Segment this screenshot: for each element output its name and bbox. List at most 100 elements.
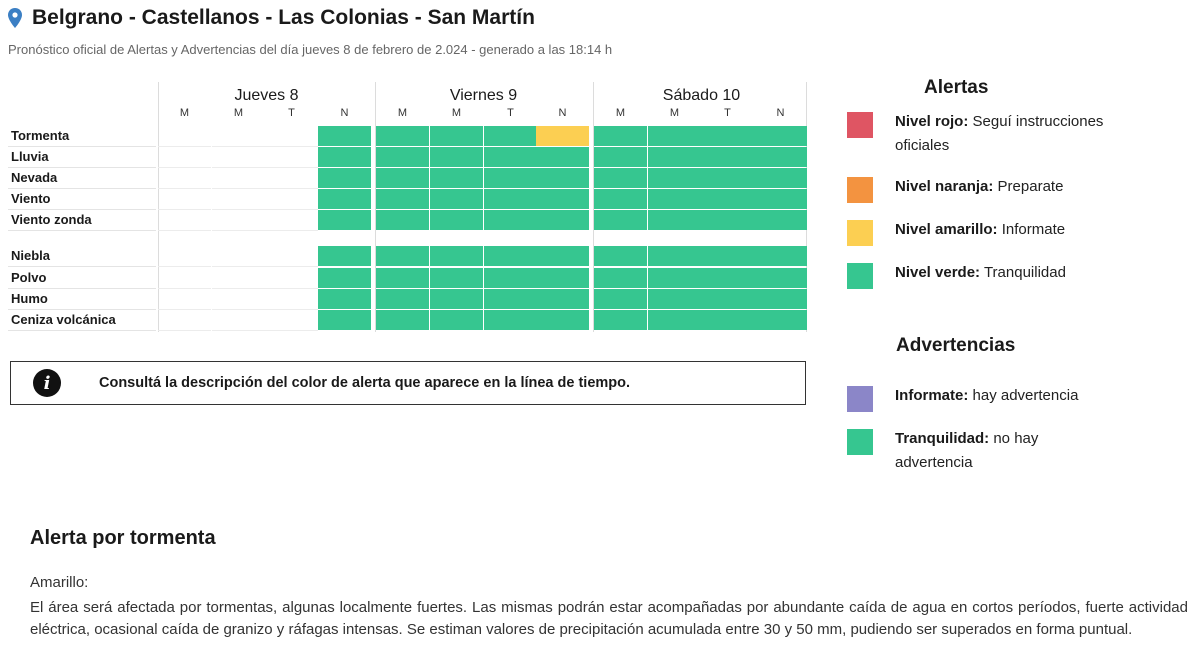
timeline-cell-green xyxy=(648,147,701,167)
period-label: M xyxy=(669,107,680,119)
row-divider xyxy=(8,288,156,289)
timeline-cell-green xyxy=(536,310,589,330)
row-divider xyxy=(8,330,156,331)
legend-swatch xyxy=(847,177,873,203)
timeline-cell-green xyxy=(376,246,429,266)
day-name: Sábado 10 xyxy=(662,87,741,104)
legend-swatch xyxy=(847,429,873,455)
row-label: Nevada xyxy=(11,170,58,185)
section-description: El área será afectada por tormentas, alg… xyxy=(30,599,1188,638)
page-subtitle: Pronóstico oficial de Alertas y Adverten… xyxy=(8,42,613,57)
timeline-cell-green xyxy=(430,147,483,167)
period-label: T xyxy=(724,107,731,119)
timeline-cell-green xyxy=(484,189,537,209)
timeline-cell-empty xyxy=(265,289,318,310)
timeline-cell-green xyxy=(701,246,754,266)
timeline-cell-green xyxy=(701,268,754,288)
legend-item: Informate: hay advertencia xyxy=(895,384,1105,408)
timeline-cell-green xyxy=(318,126,371,146)
timeline-cell-green xyxy=(318,189,371,209)
row-divider xyxy=(8,209,156,210)
timeline-cell-empty xyxy=(212,246,265,267)
timeline-cell-empty xyxy=(158,310,211,331)
row-label: Polvo xyxy=(11,270,47,285)
timeline-cell-empty xyxy=(158,268,211,289)
timeline-cell-green xyxy=(536,289,589,309)
day-separator xyxy=(375,82,376,332)
timeline-cell-green xyxy=(430,126,483,146)
period-label: N xyxy=(776,107,785,119)
timeline-cell-empty xyxy=(212,268,265,289)
timeline-cell-empty xyxy=(212,126,265,147)
timeline-cell-green xyxy=(701,310,754,330)
timeline-cell-empty xyxy=(265,310,318,331)
row-divider xyxy=(8,309,156,310)
timeline-cell-green xyxy=(701,168,754,188)
timeline-cell-empty xyxy=(212,168,265,189)
timeline-cell-empty xyxy=(158,126,211,147)
timeline-cell-empty xyxy=(158,147,211,168)
timeline-cell-green xyxy=(594,246,647,266)
row-divider xyxy=(8,167,156,168)
timeline-cell-green xyxy=(484,268,537,288)
timeline-cell-green xyxy=(754,246,807,266)
alert-timeline: Jueves 8 M M T N Viernes 9 M M T N Sábado 10 M M T N To… xyxy=(8,82,808,334)
legend-description: Informate xyxy=(997,221,1066,238)
timeline-cell-empty xyxy=(212,310,265,331)
timeline-cell-green xyxy=(648,210,701,230)
timeline-cell-green xyxy=(376,126,429,146)
legend-swatch xyxy=(847,112,873,138)
timeline-cell-green xyxy=(318,246,371,266)
timeline-cell-empty xyxy=(265,246,318,267)
timeline-cell-empty xyxy=(158,189,211,210)
row-divider xyxy=(8,266,156,267)
page-title: Belgrano - Castellanos - Las Colonias - … xyxy=(8,6,535,30)
timeline-cell-green xyxy=(484,310,537,330)
timeline-cell-green xyxy=(484,147,537,167)
timeline-cell-green xyxy=(594,310,647,330)
legend-swatch xyxy=(847,263,873,289)
timeline-cell-green xyxy=(754,268,807,288)
timeline-cell-green xyxy=(648,189,701,209)
timeline-cell-green xyxy=(701,210,754,230)
period-label: T xyxy=(507,107,514,119)
timeline-cell-green xyxy=(484,246,537,266)
timeline-cell-green xyxy=(430,268,483,288)
period-label: N xyxy=(558,107,567,119)
timeline-cell-green xyxy=(648,310,701,330)
timeline-cell-green xyxy=(318,168,371,188)
timeline-cell-empty xyxy=(265,268,318,289)
timeline-cell-green xyxy=(376,168,429,188)
timeline-cell-green xyxy=(484,210,537,230)
row-divider xyxy=(8,230,156,231)
timeline-cell-green xyxy=(648,168,701,188)
timeline-cell-green xyxy=(376,147,429,167)
timeline-cell-green xyxy=(754,126,807,146)
section-level: Amarillo: xyxy=(30,574,89,591)
legend-level: Nivel rojo: xyxy=(895,113,969,130)
legend-item: Tranquilidad: no hay advertencia xyxy=(895,427,1105,475)
timeline-cell-green xyxy=(754,147,807,167)
timeline-cell-green xyxy=(754,210,807,230)
info-box: i Consultá la descripción del color de a… xyxy=(10,361,806,405)
row-label: Viento xyxy=(11,191,51,206)
period-label: M xyxy=(451,107,462,119)
timeline-cell-green xyxy=(536,189,589,209)
row-label: Ceniza volcánica xyxy=(11,312,116,327)
timeline-cell-green xyxy=(536,147,589,167)
timeline-cell-green xyxy=(536,210,589,230)
legend-description: Seguí instrucciones oficiales xyxy=(895,113,1104,154)
timeline-cell-green xyxy=(701,126,754,146)
row-label: Viento zonda xyxy=(11,212,92,227)
timeline-cell-green xyxy=(754,189,807,209)
timeline-cell-empty xyxy=(158,246,211,267)
advertencias-heading: Advertencias xyxy=(896,335,1016,356)
row-label: Tormenta xyxy=(11,128,70,143)
timeline-cell-green xyxy=(430,189,483,209)
timeline-cell-empty xyxy=(158,168,211,189)
alertas-heading: Alertas xyxy=(924,77,989,98)
timeline-cell-green xyxy=(648,289,701,309)
timeline-cell-green xyxy=(594,189,647,209)
timeline-cell-green xyxy=(594,289,647,309)
timeline-cell-green xyxy=(430,289,483,309)
